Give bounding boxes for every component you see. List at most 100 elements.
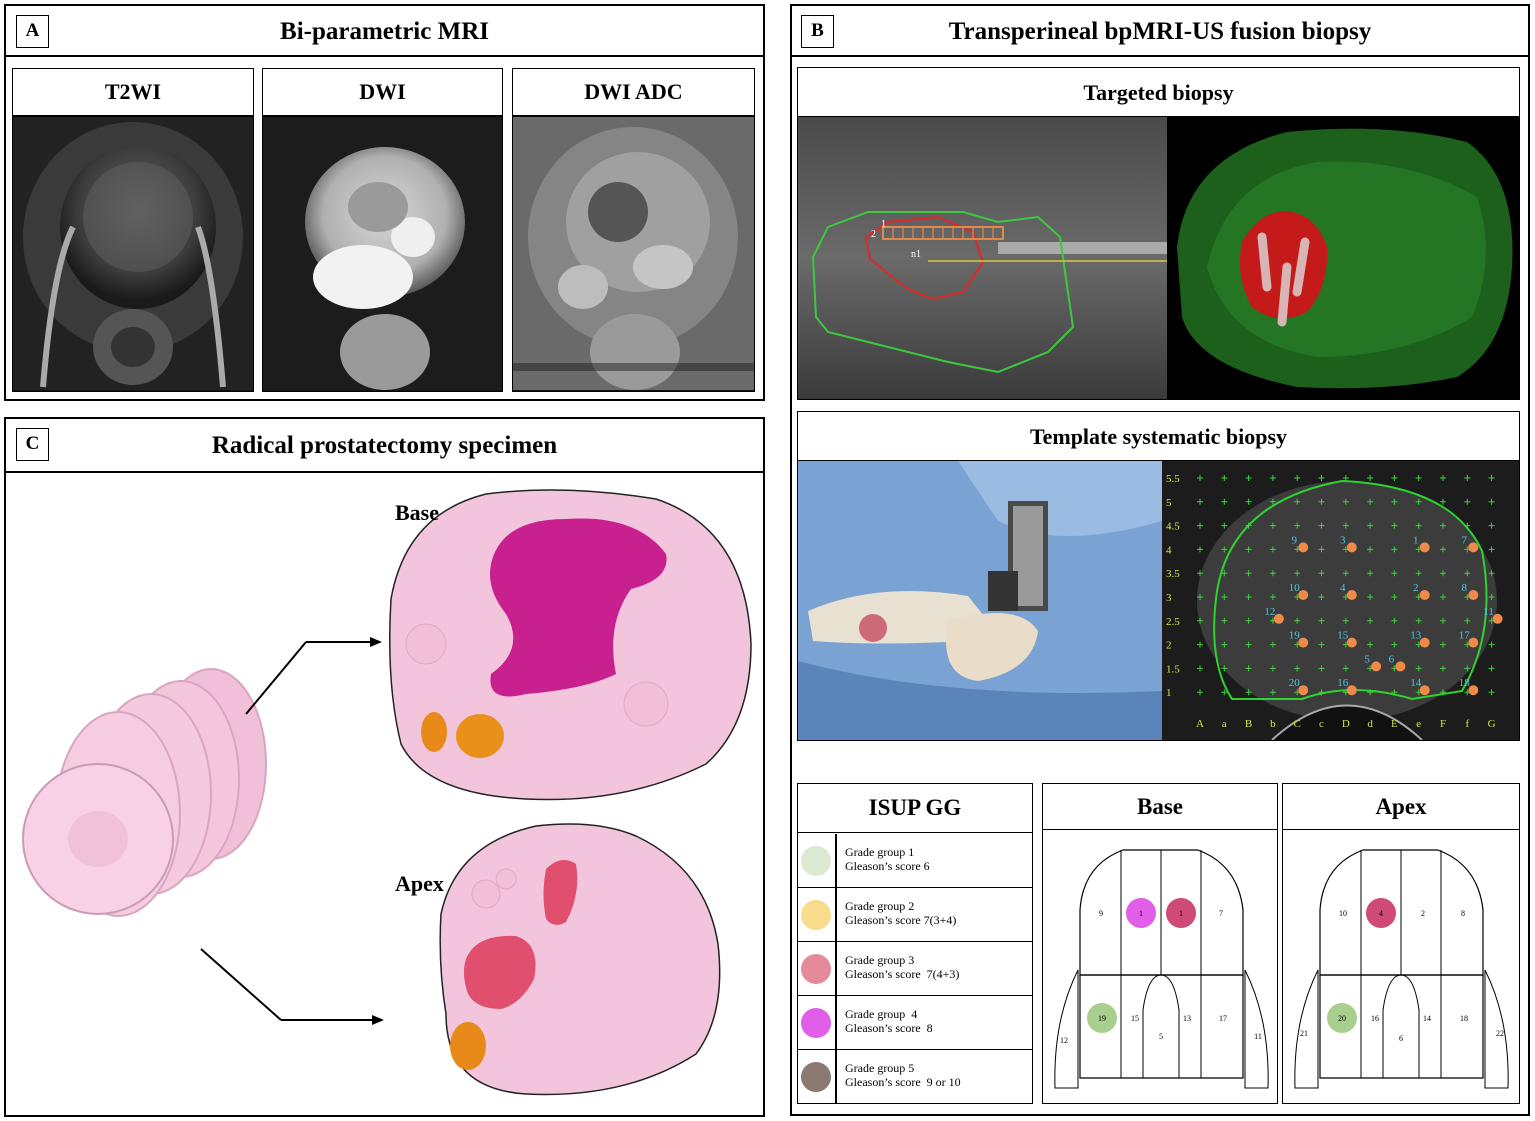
base-lower-label: 19 [1098, 1014, 1106, 1023]
grid-y-axis: 5.5 5 4.5 4 3.5 3 2.5 2 1.5 1 [1166, 473, 1180, 699]
grid-x-label: C [1294, 718, 1301, 730]
needle-marker [1298, 542, 1309, 553]
apex-side-label: 21 [1300, 1029, 1308, 1038]
panel-a [4, 4, 765, 401]
grid-cross [1342, 617, 1349, 624]
grid-cross [1464, 498, 1471, 505]
needle-label: 18 [1459, 677, 1471, 689]
legend-divider [835, 834, 837, 887]
us-label-2: 2 [871, 229, 876, 240]
grid-cross [1245, 522, 1252, 529]
grid-cross [1318, 665, 1325, 672]
mri-dwi-adc-image [512, 116, 755, 392]
isup-legend-row: Grade group 3 Gleason’s score 7(4+3) [797, 942, 1033, 996]
needle-label: 19 [1289, 630, 1301, 642]
grid-cross [1294, 475, 1301, 481]
needle-label: 8 [1462, 582, 1468, 594]
base-map-diagram: 9 1 1 7 19 15 13 17 12 11 5 [1043, 830, 1277, 1103]
grid-cross [1464, 570, 1471, 577]
needle-label: 7 [1462, 534, 1468, 546]
needle-marker [1419, 685, 1430, 696]
grid-cross [1294, 522, 1301, 529]
panel-c-title: Radical prostatectomy specimen [211, 432, 558, 459]
needle-label: 20 [1289, 677, 1301, 689]
grade-color-swatch [801, 954, 831, 984]
grade-group-label: Grade group 5 [845, 1061, 915, 1075]
grid-cross [1367, 475, 1374, 481]
grid-cross [1245, 498, 1252, 505]
grid-x-label: B [1245, 718, 1252, 730]
needle-label: 15 [1337, 630, 1349, 642]
isup-legend-title: ISUP GG [797, 783, 1033, 833]
mri-t2wi-label: T2WI [12, 68, 254, 116]
panel-c [4, 417, 765, 1117]
gleason-score-label: Gleason’s score 8 [845, 1021, 933, 1035]
grid-y-label: 1 [1166, 687, 1172, 699]
targeted-title: Targeted biopsy [797, 67, 1520, 117]
grid-cross [1391, 641, 1398, 648]
grid-cross [1294, 665, 1301, 672]
grid-cross [1197, 498, 1203, 505]
grid-cross [1245, 570, 1252, 577]
base-dot-gg4 [1126, 898, 1156, 928]
grid-x-label: e [1416, 718, 1421, 730]
needle-label: 12 [1264, 606, 1275, 618]
grid-cross [1318, 594, 1325, 600]
grid-x-label: G [1488, 718, 1496, 730]
base-lower-label: 13 [1183, 1014, 1191, 1023]
needle-label: 14 [1410, 677, 1422, 689]
grid-cross [1221, 498, 1228, 505]
grid-cross [1415, 570, 1422, 577]
apex-dot-gg1 [1327, 1003, 1357, 1033]
grid-cross [1464, 617, 1471, 624]
grade-color-swatch [801, 846, 831, 876]
grid-cross [1269, 475, 1276, 481]
grid-x-label: F [1440, 718, 1446, 730]
grid-cross [1488, 522, 1495, 529]
grid-cross [1367, 498, 1374, 505]
panel-b [790, 4, 1530, 1116]
needle-marker [1492, 613, 1503, 624]
needle-label: 2 [1413, 582, 1419, 594]
grid-cross [1221, 689, 1228, 696]
grid-cross [1342, 570, 1349, 577]
grid-x-label: d [1367, 718, 1373, 730]
grid-cross [1391, 498, 1398, 505]
needle-marker [1298, 637, 1309, 648]
grid-cross [1391, 594, 1398, 600]
grid-y-label: 2 [1166, 640, 1172, 652]
grid-cross [1221, 641, 1228, 648]
gleason-score-label: Gleason’s score 7(4+3) [845, 967, 960, 981]
grid-cross [1488, 594, 1495, 600]
apex-upper-label: 10 [1339, 909, 1347, 918]
targeted-3d-model [1167, 117, 1519, 399]
panel-b-title: Transperineal bpMRI-US fusion biopsy [948, 18, 1372, 45]
needle-marker [1346, 590, 1357, 600]
grade-group-label: Grade group 3 [845, 953, 915, 967]
specimen-base-label: Base [395, 500, 439, 525]
apex-map-diagram: 10 4 2 8 20 16 14 18 21 22 6 [1283, 830, 1519, 1103]
isup-legend-row: Grade group 5 Gleason’s score 9 or 10 [797, 1050, 1033, 1104]
grid-cross [1367, 689, 1374, 696]
grid-y-label: 5.5 [1166, 473, 1180, 485]
grid-cross [1342, 475, 1349, 481]
grid-cross [1488, 498, 1495, 505]
grid-cross [1342, 665, 1349, 672]
grade-color-swatch [801, 1008, 831, 1038]
apex-map-title: Apex [1282, 783, 1520, 830]
grade-group-label: Grade group 2 [845, 899, 915, 913]
needle-marker [1468, 590, 1479, 600]
grid-cross [1245, 617, 1252, 624]
mri-dwi-image [262, 116, 503, 392]
needle-label: 5 [1364, 653, 1370, 665]
grid-cross [1391, 475, 1398, 481]
apex-lower-label: 20 [1338, 1014, 1346, 1023]
grid-cross [1415, 498, 1422, 505]
needle-label: 10 [1289, 582, 1301, 594]
grid-cross [1391, 522, 1398, 529]
grid-cross [1464, 522, 1471, 529]
grid-y-label: 2.5 [1166, 616, 1180, 628]
grid-cross [1245, 689, 1252, 696]
grid-cross [1440, 475, 1446, 481]
grid-cross [1318, 617, 1325, 624]
